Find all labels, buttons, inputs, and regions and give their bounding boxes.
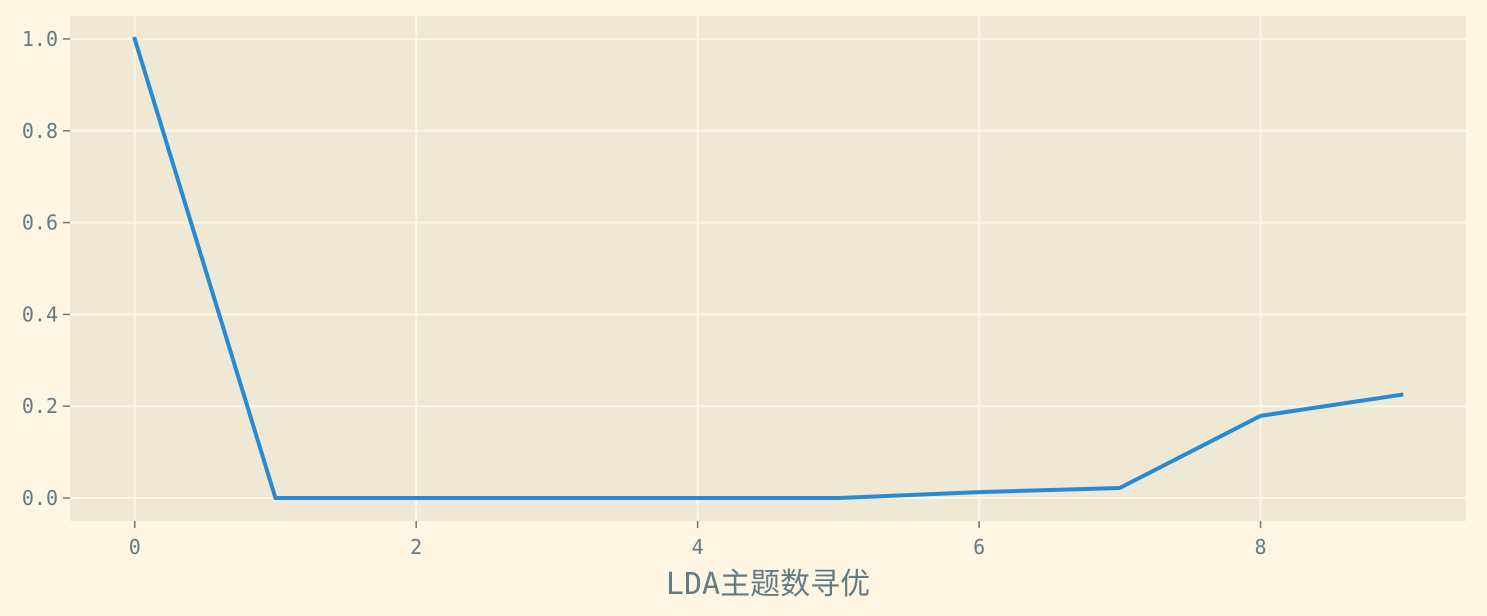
y-tick-label: 0.2 [22, 394, 58, 418]
y-tick-label: 0.6 [22, 211, 58, 235]
data-point [556, 497, 558, 499]
x-tick-label: 6 [973, 535, 985, 559]
x-tick-label: 0 [129, 535, 141, 559]
data-point [978, 491, 980, 493]
axis-ticks: 0 2 4 6 8 0.0 0.2 0.4 0.6 0.8 1.0 [22, 27, 1267, 559]
y-tick-label: 0.4 [22, 302, 58, 326]
series-line [132, 36, 1404, 501]
plot-area [70, 16, 1466, 521]
y-tick-label: 0.0 [22, 486, 58, 510]
data-point [134, 38, 136, 40]
data-point [1260, 415, 1262, 417]
data-point [1119, 487, 1121, 489]
x-tick-label: 2 [410, 535, 422, 559]
data-point [697, 497, 699, 499]
data-point [415, 497, 417, 499]
y-tick-label: 1.0 [22, 27, 58, 51]
series-layer [132, 36, 1404, 501]
data-point [274, 497, 276, 499]
x-tick-label: 4 [692, 535, 704, 559]
data-point [837, 497, 839, 499]
x-tick-label: 8 [1255, 535, 1267, 559]
data-point [1400, 394, 1402, 396]
y-tick-label: 0.8 [22, 119, 58, 143]
x-axis-title: LDA主题数寻优 [666, 567, 870, 602]
